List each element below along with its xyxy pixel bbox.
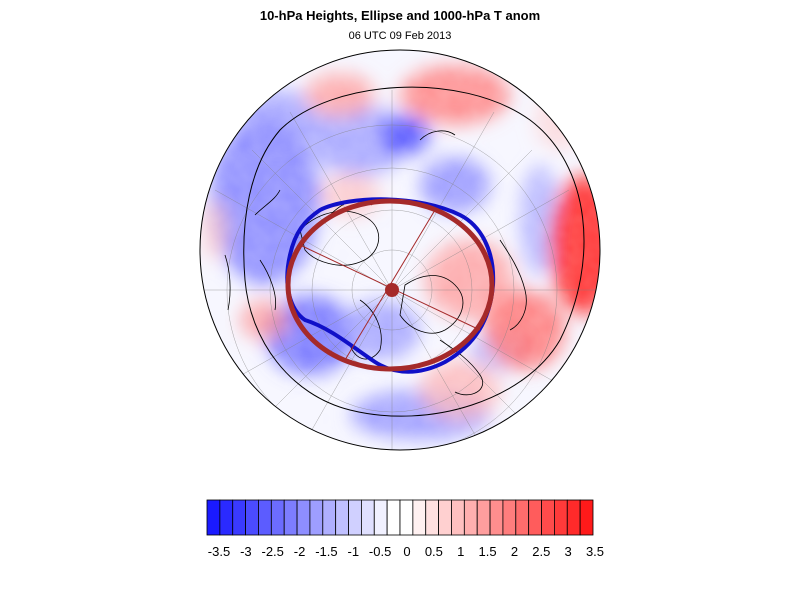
colorbar-tick-label: 1 [457,544,464,559]
colorbar-labels: -3.5 -3 -2.5 -2 -1.5 -1 -0.5 0 0.5 1 1.5 2 2.5 3 3.5 [208,544,604,559]
colorbar-boxes [206,499,594,536]
colorbar-swatch [322,499,337,536]
colorbar-swatch [399,499,414,536]
colorbar-swatch [309,499,324,536]
map-title: 10-hPa Heights, Ellipse and 1000-hPa T a… [259,8,541,23]
colorbar-swatch [270,499,285,536]
colorbar-swatch [232,499,246,536]
colorbar-swatch [206,499,221,536]
colorbar-swatch [373,499,388,536]
colorbar-tick-label: -1.5 [315,544,337,559]
colorbar-swatch [360,499,375,536]
colorbar-swatch [425,499,440,536]
ellipse-center-marker [385,283,399,297]
colorbar-tick-label: -1 [348,544,360,559]
colorbar-swatch [451,499,465,536]
vortex-ellipse [285,198,495,372]
colorbar-tick-label: -2.5 [262,544,284,559]
colorbar-swatch [438,499,452,536]
colorbar-tick-label: 2.5 [532,544,550,559]
colorbar-swatch [554,499,568,536]
anomaly-field [200,50,600,450]
colorbar-tick-label: -2 [294,544,306,559]
colorbar-swatch [489,499,504,536]
colorbar-swatch [463,499,478,536]
colorbar-swatch [283,499,298,536]
colorbar-swatch [476,499,491,536]
colorbar-swatch [348,499,362,536]
coastlines [224,130,527,396]
colorbar-swatch [219,499,234,536]
colorbar-swatch [386,499,401,536]
colorbar-tick-label: -3.5 [208,544,230,559]
map-subtitle: 06 UTC 09 Feb 2013 [348,30,452,42]
colorbar-swatch [579,499,594,536]
colorbar-tick-label: 1.5 [479,544,497,559]
colorbar-tick-label: -3 [240,544,252,559]
colorbar-swatch [245,499,259,536]
colorbar-tick-label: 3 [565,544,572,559]
height-contour [243,86,585,417]
colorbar-tick-label: 3.5 [586,544,604,559]
colorbar-tick-label: 0.5 [425,544,443,559]
colorbar-swatch [258,499,272,536]
colorbar-tick-label: 2 [511,544,518,559]
colorbar-swatch [515,499,530,536]
colorbar-swatch [335,499,349,536]
colorbar-tick-label: -0.5 [369,544,391,559]
colorbar-swatch [296,499,311,536]
colorbar-swatch [528,499,542,536]
globe-outline [199,49,601,451]
colorbar-tick-label: 0 [403,544,410,559]
colorbar-swatch [412,499,427,536]
colorbar-swatch [502,499,517,536]
colorbar-swatch [541,499,555,536]
colorbar-swatch [566,499,581,536]
